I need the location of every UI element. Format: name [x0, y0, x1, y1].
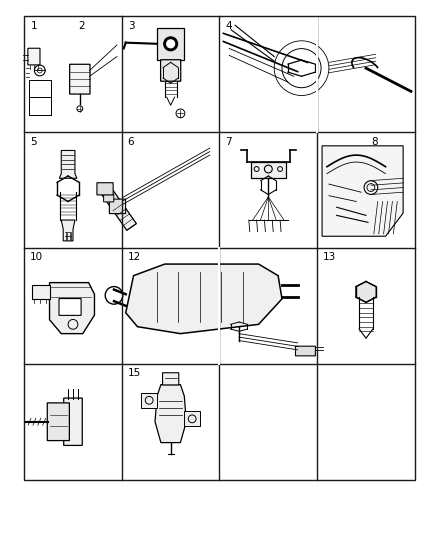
Text: 4: 4 [225, 21, 231, 30]
Text: 13: 13 [322, 253, 336, 262]
FancyBboxPatch shape [47, 403, 69, 441]
Circle shape [163, 37, 177, 51]
Bar [24, 16, 414, 480]
Polygon shape [141, 393, 157, 408]
Text: 15: 15 [127, 368, 141, 378]
Polygon shape [125, 264, 281, 334]
Polygon shape [184, 411, 199, 426]
FancyBboxPatch shape [295, 346, 315, 356]
Polygon shape [32, 285, 49, 299]
Text: 3: 3 [127, 21, 134, 30]
Polygon shape [59, 150, 77, 178]
Text: 2: 2 [78, 21, 84, 30]
Polygon shape [49, 282, 94, 334]
FancyBboxPatch shape [59, 298, 81, 316]
Bar [66, 233, 67, 240]
Text: 7: 7 [225, 136, 231, 147]
FancyBboxPatch shape [64, 398, 82, 446]
Polygon shape [321, 146, 402, 236]
Polygon shape [61, 220, 75, 241]
Text: 10: 10 [30, 253, 43, 262]
Circle shape [166, 40, 174, 48]
FancyBboxPatch shape [28, 49, 40, 65]
Text: 12: 12 [127, 253, 141, 262]
Polygon shape [355, 281, 375, 302]
Text: 5: 5 [30, 136, 36, 147]
Text: 8: 8 [370, 136, 377, 147]
FancyBboxPatch shape [109, 199, 125, 214]
Text: 1: 1 [31, 21, 38, 30]
Bar [157, 28, 184, 60]
Bar [250, 162, 285, 178]
Polygon shape [99, 183, 136, 230]
Text: 6: 6 [127, 136, 134, 147]
FancyBboxPatch shape [162, 373, 178, 385]
FancyBboxPatch shape [103, 195, 113, 202]
FancyBboxPatch shape [97, 183, 113, 195]
Polygon shape [155, 385, 186, 442]
Bar [70, 233, 71, 240]
FancyBboxPatch shape [160, 60, 180, 81]
FancyBboxPatch shape [70, 64, 90, 94]
